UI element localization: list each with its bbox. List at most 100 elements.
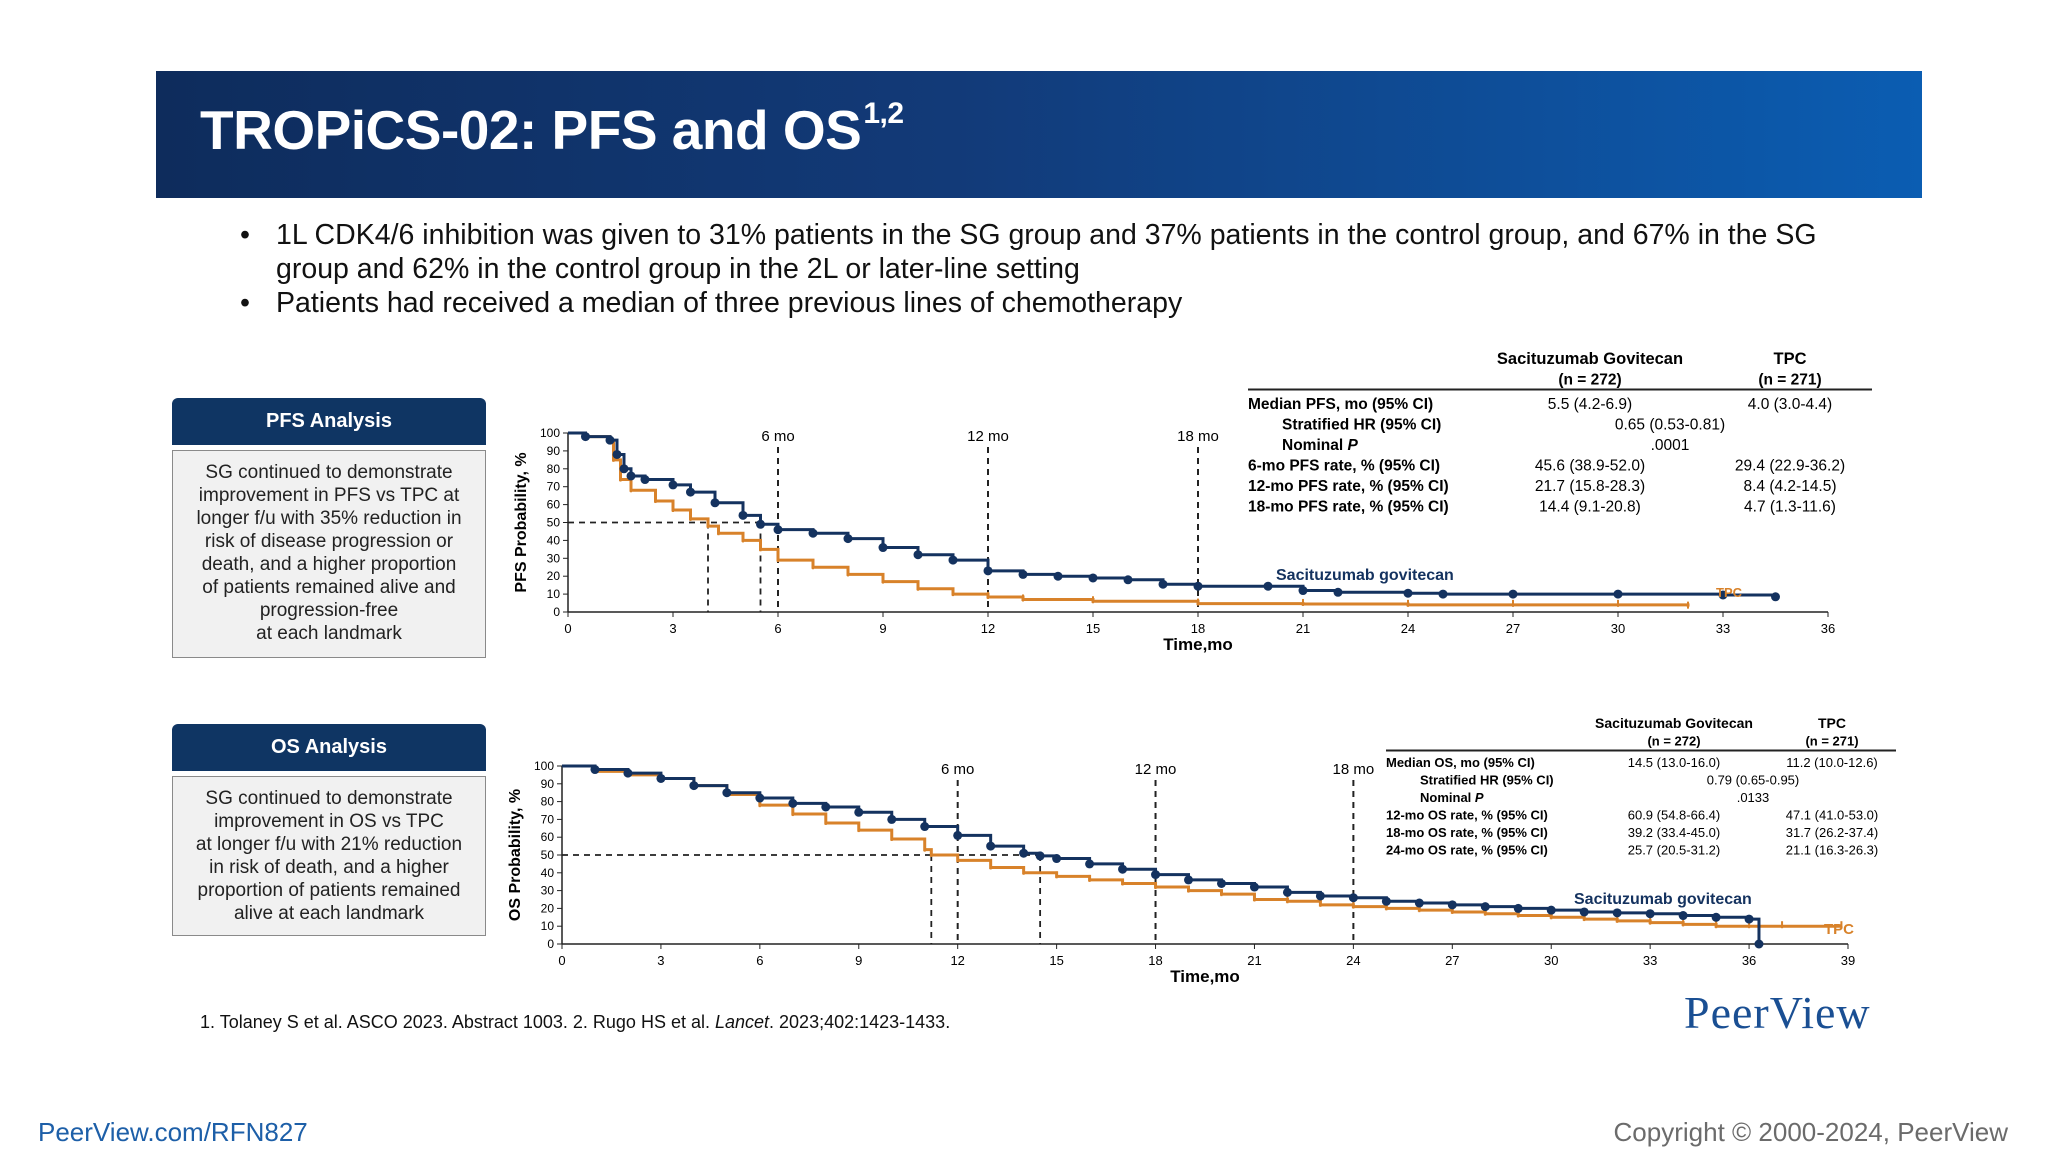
bullet-list: 1L CDK4/6 inhibition was given to 31% pa… [240, 218, 1880, 320]
panel-line: improvement in PFS vs TPC at [198, 485, 460, 506]
sg-censor-mark [1513, 903, 1523, 913]
x-tick-label: 24 [1401, 621, 1415, 636]
y-axis-label: OS Probability, % [507, 789, 524, 921]
x-tick-label: 15 [1049, 953, 1063, 968]
table-col-header: Sacituzumab Govitecan [1497, 350, 1683, 368]
sg-censor-mark [1019, 848, 1029, 858]
table-row-label: Nominal P [1420, 790, 1484, 805]
y-tick-label: 20 [547, 569, 561, 583]
panel-line: improvement in OS vs TPC [214, 811, 444, 832]
y-axis-label: PFS Probability, % [513, 452, 530, 592]
table-row-label: Nominal P [1282, 437, 1358, 454]
sg-censor-mark [821, 802, 831, 812]
x-tick-label: 15 [1086, 621, 1100, 636]
sg-censor-mark [605, 435, 615, 445]
sg-censor-mark [1263, 581, 1273, 591]
panel-line: SG continued to demonstrate [205, 462, 453, 483]
y-tick-label: 70 [547, 480, 561, 494]
sg-censor-mark [1381, 896, 1391, 906]
y-tick-label: 0 [553, 605, 560, 619]
sg-censor-mark [1052, 854, 1062, 864]
table-col-header: TPC [1818, 715, 1846, 731]
sg-censor-mark [1613, 589, 1623, 599]
sg-censor-mark [1508, 589, 1518, 599]
x-tick-label: 36 [1821, 621, 1835, 636]
table-col-n: (n = 271) [1805, 734, 1858, 749]
sg-censor-mark [808, 528, 818, 538]
table-col-n: (n = 271) [1758, 372, 1821, 389]
sg-censor-mark [710, 498, 720, 508]
y-tick-label: 50 [547, 516, 561, 530]
table-value: .0133 [1737, 790, 1770, 805]
table-value: 0.79 (0.65-0.95) [1707, 773, 1800, 788]
sg-censor-mark [913, 550, 923, 560]
y-tick-label: 10 [541, 919, 555, 933]
table-col-header: TPC [1774, 350, 1807, 368]
pfs-panel-text: SG continued to demonstrate improvement i… [172, 450, 486, 658]
table-row-label: 18-mo PFS rate, % (95% CI) [1248, 499, 1449, 516]
sg-curve-label: Sacituzumab govitecan [1574, 891, 1752, 908]
table-value-tpc: 8.4 (4.2-14.5) [1743, 478, 1836, 495]
table-value: 0.65 (0.53-0.81) [1615, 417, 1725, 434]
y-tick-label: 10 [547, 587, 561, 601]
table-col-header: Sacituzumab Govitecan [1595, 715, 1753, 731]
sg-censor-mark [1333, 587, 1343, 597]
x-tick-label: 27 [1445, 953, 1459, 968]
x-tick-label: 6 [774, 621, 781, 636]
x-tick-label: 24 [1346, 953, 1360, 968]
sg-censor-mark [1085, 859, 1095, 869]
table-row-label: Stratified HR (95% CI) [1420, 773, 1554, 788]
table-row-label: 18-mo OS rate, % (95% CI) [1386, 825, 1548, 840]
x-tick-label: 36 [1742, 953, 1756, 968]
table-row-label: 12-mo OS rate, % (95% CI) [1386, 808, 1548, 823]
x-tick-label: 0 [558, 953, 565, 968]
x-tick-label: 27 [1506, 621, 1520, 636]
x-axis-label: Time,mo [1163, 635, 1233, 654]
url-link[interactable]: PeerView.com/RFN827 [38, 1117, 308, 1147]
x-tick-label: 21 [1247, 953, 1261, 968]
sg-censor-mark [1612, 908, 1622, 918]
sg-censor-mark [1771, 592, 1780, 602]
x-tick-label: 33 [1643, 953, 1657, 968]
table-value-tpc: 11.2 (10.0-12.6) [1786, 755, 1878, 770]
y-tick-label: 40 [547, 533, 561, 547]
sg-censor-mark [590, 765, 600, 775]
sg-censor-mark [1123, 575, 1133, 585]
sg-censor-mark [1744, 914, 1754, 924]
sg-censor-mark [1579, 907, 1589, 917]
sg-censor-mark [623, 768, 633, 778]
panel-line: of patients remained alive and [202, 577, 456, 598]
os-panel-text: SG continued to demonstrate improvement i… [172, 776, 486, 936]
panel-line: alive at each landmark [233, 903, 425, 924]
y-tick-label: 60 [541, 830, 555, 844]
sg-censor-mark [1298, 586, 1308, 596]
x-tick-label: 6 [756, 953, 763, 968]
panel-line: proportion of patients remained [197, 880, 461, 901]
sg-censor-mark [773, 525, 783, 535]
table-value-sg: 60.9 (54.8-66.4) [1628, 808, 1721, 823]
y-tick-label: 70 [541, 812, 555, 826]
sg-censor-mark [1403, 588, 1413, 598]
sg-censor-mark [581, 432, 590, 442]
table-row-label: Median PFS, mo (95% CI) [1248, 396, 1433, 413]
sg-censor-mark [738, 510, 748, 520]
title-superscript: 1,2 [863, 97, 904, 130]
y-tick-label: 80 [547, 462, 561, 476]
sg-censor-mark [843, 534, 853, 544]
y-tick-label: 0 [547, 937, 554, 951]
sg-censor-mark [1018, 569, 1028, 579]
sg-censor-mark [1678, 911, 1688, 921]
sg-censor-mark [953, 830, 963, 840]
sg-censor-mark [1348, 893, 1358, 903]
y-tick-label: 20 [541, 901, 555, 915]
sg-censor-mark [1754, 939, 1764, 949]
table-value-sg: 21.7 (15.8-28.3) [1535, 478, 1645, 495]
sg-censor-mark [983, 566, 993, 576]
x-tick-label: 18 [1191, 621, 1205, 636]
tpc-curve-label: TPC [1824, 921, 1854, 938]
y-tick-label: 100 [534, 759, 554, 773]
references: 1. Tolaney S et al. ASCO 2023. Abstract … [200, 1012, 951, 1032]
sg-censor-mark [1718, 590, 1728, 600]
